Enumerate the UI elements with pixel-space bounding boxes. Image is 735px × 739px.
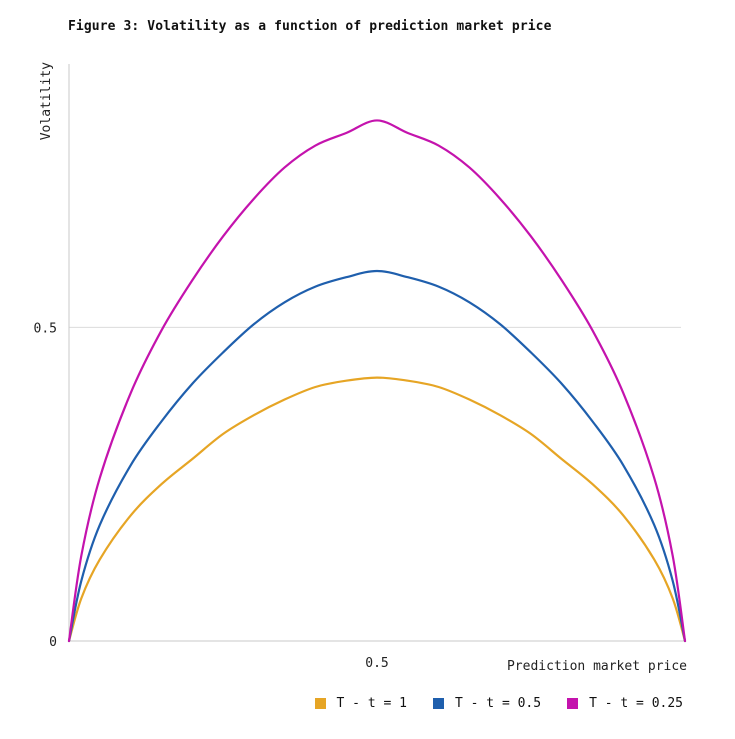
series-layer: [67, 119, 687, 643]
chart-legend: T - t = 1 T - t = 0.5 T - t = 0.25: [289, 696, 683, 711]
legend-label: T - t = 1: [336, 696, 407, 711]
legend-item: T - t = 0.5: [432, 696, 542, 711]
x-axis-title: Prediction market price: [507, 659, 687, 674]
series-line-1: [67, 269, 687, 643]
y-tick-label: 0: [49, 635, 57, 650]
chart-title: Figure 3: Volatility as a function of pr…: [68, 19, 552, 34]
series-line-0: [67, 376, 687, 643]
legend-item: T - t = 1: [314, 696, 407, 711]
legend-swatch: [432, 698, 444, 709]
legend-item: T - t = 0.25: [567, 696, 683, 711]
tick-layer: 0 0.5 0.5: [34, 321, 389, 671]
y-tick-label: 0.5: [34, 321, 57, 336]
legend-label: T - t = 0.25: [589, 696, 683, 711]
legend-swatch: [567, 698, 579, 709]
series-line-2: [67, 119, 687, 643]
legend-swatch: [314, 698, 326, 709]
x-tick-label: 0.5: [365, 656, 388, 671]
y-axis-title: Volatility: [39, 62, 54, 140]
legend-label: T - t = 0.5: [454, 696, 542, 711]
